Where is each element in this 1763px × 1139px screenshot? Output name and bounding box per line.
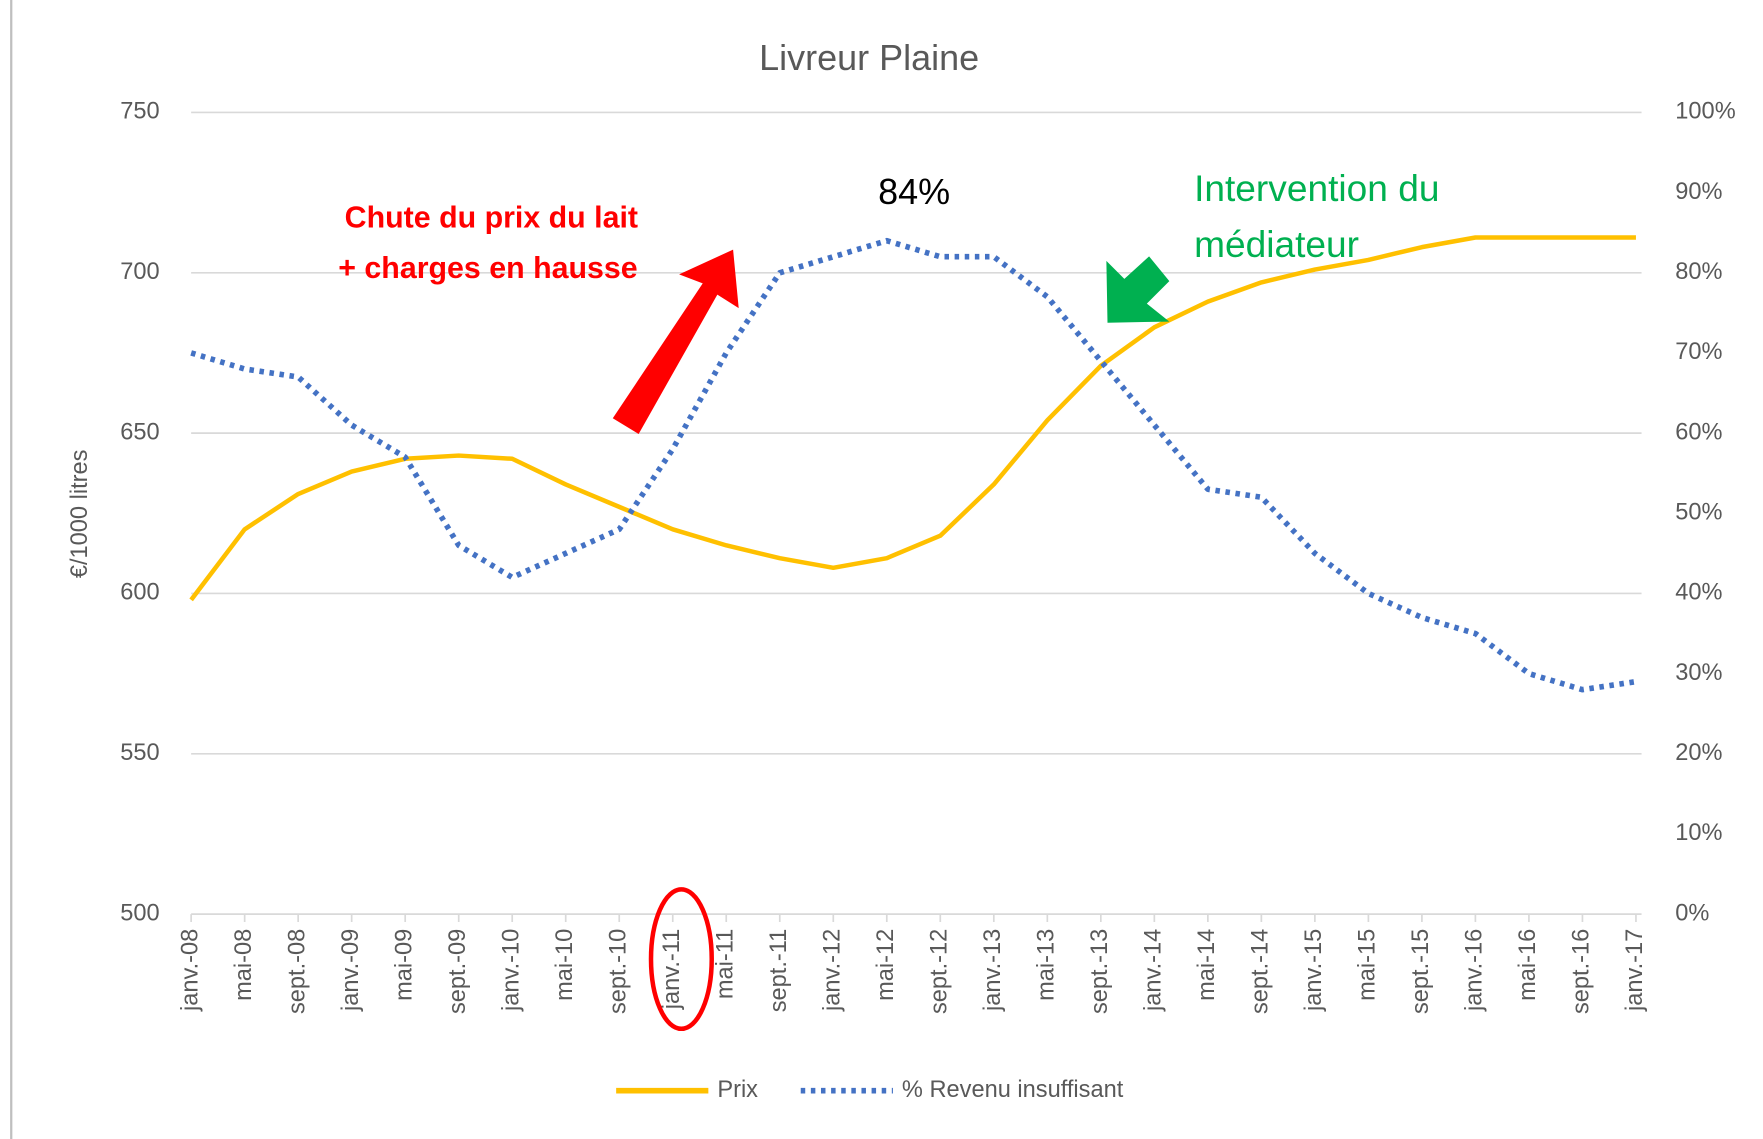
x-tick-label: mai-10 bbox=[552, 929, 578, 1001]
y-tick-label: 750 bbox=[120, 99, 159, 125]
x-tick-label: sept.-08 bbox=[284, 929, 310, 1014]
y2-tick-label: 10% bbox=[1675, 820, 1722, 846]
y-tick-label: 500 bbox=[120, 900, 159, 926]
annotation: médiateur bbox=[1194, 223, 1359, 265]
x-tick-label: janv.-14 bbox=[1141, 929, 1167, 1012]
annotation: + charges en hausse bbox=[338, 252, 637, 285]
x-tick-label: janv.-11 bbox=[659, 929, 685, 1011]
series-line bbox=[189, 235, 1636, 602]
x-tick-label: sept.-15 bbox=[1408, 929, 1434, 1014]
chart-title: Livreur Plaine bbox=[759, 37, 979, 78]
red-arrow bbox=[612, 249, 739, 435]
x-tick-label: mai-12 bbox=[873, 929, 899, 1001]
x-tick-label: janv.-12 bbox=[820, 929, 846, 1012]
highlight-ellipse bbox=[648, 887, 714, 1032]
x-tick-label: sept.-13 bbox=[1087, 929, 1113, 1014]
x-tick-label: janv.-17 bbox=[1622, 929, 1648, 1012]
x-tick-label: sept.-11 bbox=[766, 929, 792, 1013]
y2-tick-label: 70% bbox=[1675, 339, 1722, 365]
y-tick-label: 700 bbox=[120, 259, 159, 285]
y-axis-label: €/1000 litres bbox=[67, 450, 93, 579]
x-tick-label: mai-08 bbox=[231, 929, 257, 1001]
x-tick-label: mai-15 bbox=[1355, 929, 1381, 1001]
y-tick-label: 550 bbox=[120, 740, 159, 766]
x-tick-label: sept.-10 bbox=[605, 929, 631, 1014]
y2-tick-label: 100% bbox=[1675, 99, 1735, 125]
x-tick-label: mai-16 bbox=[1515, 929, 1541, 1001]
annotation: Chute du prix du lait bbox=[345, 201, 638, 234]
x-tick-label: janv.-09 bbox=[338, 929, 364, 1012]
x-tick-label: mai-13 bbox=[1034, 929, 1060, 1001]
y2-tick-label: 20% bbox=[1675, 740, 1722, 766]
x-tick-label: janv.-13 bbox=[980, 929, 1006, 1012]
legend-label: % Revenu insuffisant bbox=[902, 1077, 1124, 1103]
x-tick-label: mai-09 bbox=[391, 929, 417, 1001]
x-tick-label: sept.-16 bbox=[1569, 929, 1595, 1014]
x-tick-label: sept.-12 bbox=[927, 929, 953, 1014]
green-arrow bbox=[1106, 256, 1170, 323]
x-tick-label: sept.-14 bbox=[1248, 929, 1274, 1014]
x-tick-label: sept.-09 bbox=[445, 929, 471, 1014]
y2-tick-label: 50% bbox=[1675, 500, 1722, 526]
x-tick-label: janv.-15 bbox=[1301, 929, 1327, 1012]
annotation: Intervention du bbox=[1194, 167, 1439, 209]
legend-label: Prix bbox=[717, 1077, 758, 1103]
y-tick-label: 650 bbox=[120, 419, 159, 445]
x-tick-label: janv.-08 bbox=[177, 929, 203, 1012]
x-tick-label: mai-11 bbox=[712, 929, 738, 999]
series-line bbox=[190, 237, 1637, 693]
y2-tick-label: 80% bbox=[1675, 259, 1722, 285]
y2-tick-label: 60% bbox=[1675, 419, 1722, 445]
x-tick-label: janv.-16 bbox=[1462, 929, 1488, 1012]
y2-tick-label: 0% bbox=[1675, 900, 1709, 926]
annotation: 84% bbox=[878, 171, 950, 212]
y2-tick-label: 90% bbox=[1675, 179, 1722, 205]
legend: Prix % Revenu insuffisant bbox=[616, 1077, 1124, 1103]
y2-tick-label: 30% bbox=[1675, 660, 1722, 686]
x-tick-label: janv.-10 bbox=[498, 929, 524, 1012]
y2-tick-label: 40% bbox=[1675, 580, 1722, 606]
y-tick-label: 600 bbox=[120, 580, 159, 606]
x-tick-label: mai-14 bbox=[1194, 929, 1220, 1001]
plot-area: 500 550 600 650 700 750 0% 10% 20% 30% 40% 50% 60% 70… bbox=[120, 99, 1735, 1014]
